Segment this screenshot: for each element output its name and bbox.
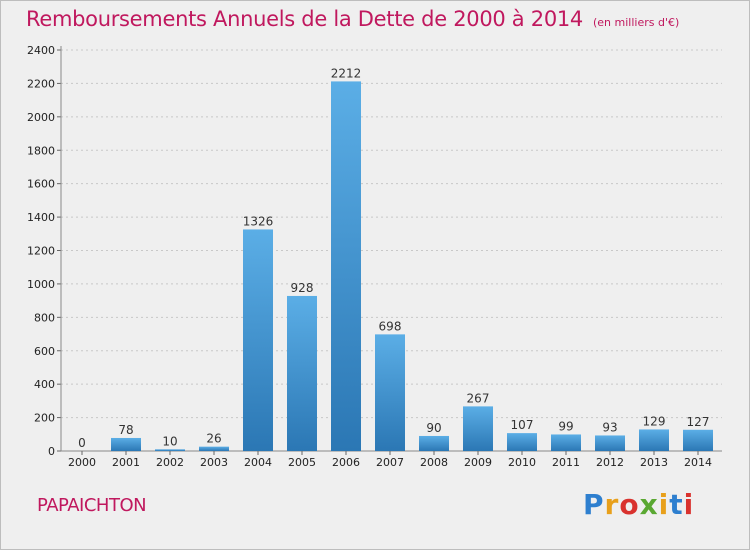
bar <box>287 295 317 451</box>
chart-title-main: Remboursements Annuels de la Dette de 20… <box>26 7 583 31</box>
y-tick-label: 2000 <box>27 111 55 124</box>
y-tick-label: 1800 <box>27 144 55 157</box>
data-label: 99 <box>558 419 573 433</box>
bar <box>507 433 537 451</box>
commune-name: PAPAICHTON <box>37 495 147 516</box>
y-tick-label: 2200 <box>27 77 55 90</box>
logo-letter: o <box>619 488 640 521</box>
x-tick-label: 2011 <box>552 456 580 469</box>
logo-letter: i <box>683 488 695 521</box>
chart-title-unit: (en milliers d'€) <box>593 16 680 29</box>
logo-letter: i <box>658 488 670 521</box>
bar <box>199 446 229 451</box>
proxiti-logo: Proxiti <box>583 488 694 521</box>
x-tick-label: 2014 <box>684 456 712 469</box>
bar <box>551 434 581 451</box>
logo-letter: t <box>669 488 684 521</box>
x-tick-label: 2009 <box>464 456 492 469</box>
data-label: 267 <box>467 391 490 405</box>
data-label: 2212 <box>331 66 362 80</box>
x-tick-label: 2003 <box>200 456 228 469</box>
x-tick-label: 2006 <box>332 456 360 469</box>
logo-letter: r <box>604 488 620 521</box>
data-label: 129 <box>643 414 666 428</box>
bar <box>331 81 361 451</box>
data-label: 0 <box>78 436 86 450</box>
y-tick-label: 1200 <box>27 245 55 258</box>
x-tick-label: 2005 <box>288 456 316 469</box>
bar <box>155 449 185 451</box>
y-tick-label: 600 <box>34 345 55 358</box>
x-tick-label: 2012 <box>596 456 624 469</box>
data-label: 1326 <box>243 214 274 228</box>
x-tick-label: 2000 <box>68 456 96 469</box>
bar <box>375 334 405 451</box>
data-label: 928 <box>291 281 314 295</box>
data-label: 698 <box>379 319 402 333</box>
data-label: 10 <box>162 434 177 448</box>
bar <box>243 229 273 451</box>
logo-letter: P <box>583 488 605 521</box>
x-tick-label: 2007 <box>376 456 404 469</box>
y-tick-label: 2400 <box>27 44 55 57</box>
x-tick-label: 2013 <box>640 456 668 469</box>
data-label: 127 <box>687 415 710 429</box>
x-tick-label: 2008 <box>420 456 448 469</box>
x-tick-label: 2004 <box>244 456 272 469</box>
data-label: 26 <box>206 432 221 446</box>
data-label: 78 <box>118 423 133 437</box>
bar <box>595 435 625 451</box>
y-tick-label: 200 <box>34 412 55 425</box>
y-tick-label: 400 <box>34 378 55 391</box>
y-tick-label: 1000 <box>27 278 55 291</box>
x-tick-label: 2001 <box>112 456 140 469</box>
x-tick-label: 2002 <box>156 456 184 469</box>
chart-title: Remboursements Annuels de la Dette de 20… <box>26 7 679 31</box>
y-tick-label: 1600 <box>27 178 55 191</box>
x-tick-label: 2010 <box>508 456 536 469</box>
bar <box>111 437 141 451</box>
bar <box>419 435 449 451</box>
data-label: 93 <box>602 420 617 434</box>
y-tick-label: 800 <box>34 311 55 324</box>
logo-letter: x <box>639 488 659 521</box>
y-tick-label: 0 <box>48 445 55 458</box>
data-label: 107 <box>511 418 534 432</box>
data-label: 90 <box>426 421 441 435</box>
bar <box>463 406 493 451</box>
bar <box>639 429 669 451</box>
bar <box>683 429 713 451</box>
y-tick-label: 1400 <box>27 211 55 224</box>
